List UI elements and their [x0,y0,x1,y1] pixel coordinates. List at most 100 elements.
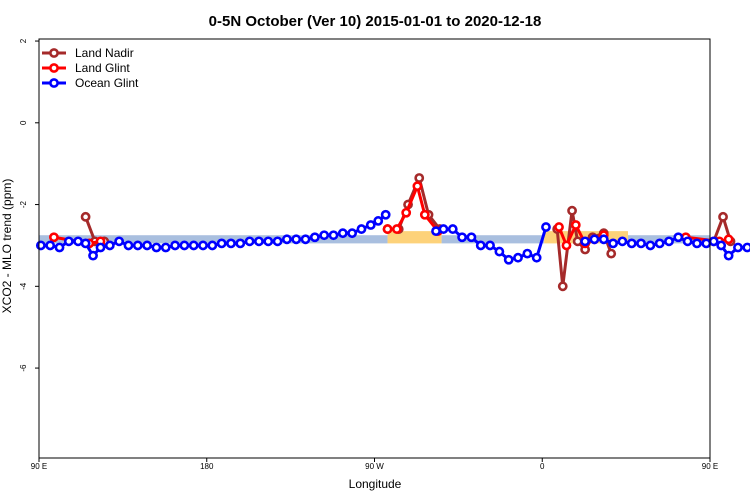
data-point [570,220,581,230]
y-tick-label: -4 [19,282,28,290]
data-point [179,240,190,251]
data-point [541,222,551,232]
data-point [88,250,98,261]
data-point [522,248,533,259]
data-point [654,238,665,249]
series-layer [35,173,750,292]
data-point [447,224,458,234]
data-point [80,238,91,249]
data-point [132,240,143,251]
data-point [554,222,564,232]
data-point [598,234,609,245]
data-point [347,228,358,239]
data-point [401,207,412,218]
data-point [557,281,568,292]
y-tick-label: -6 [19,364,28,372]
data-point [328,230,339,241]
data-point [142,240,153,251]
data-point [606,248,617,259]
data-point [494,246,505,257]
data-point [244,236,255,247]
data-point [457,232,468,243]
chart-title: 0-5N October (Ver 10) 2015-01-01 to 2020… [209,13,542,30]
legend-swatch-point [49,48,59,58]
y-axis-label: XCO2 - MLO trend (ppm) [0,179,14,314]
data-point [309,232,320,243]
data-point [300,234,311,245]
data-point [503,254,514,265]
data-point [49,232,59,243]
data-point [438,224,449,234]
data-point [235,238,246,249]
data-point [617,236,628,247]
x-axis-label: Longitude [349,477,402,491]
data-point [80,211,91,222]
x-axis: 90 E 180 90 W 0 90 E [31,458,718,471]
data-point [561,240,572,251]
data-point [151,242,162,253]
data-point [580,236,591,247]
legend-swatch-point [49,63,59,73]
data-point [608,238,618,249]
data-point [673,232,684,243]
data-point [95,242,106,253]
data-point [531,252,542,263]
legend-label: Ocean Glint [75,76,139,90]
data-point [160,242,171,253]
data-point [226,238,236,249]
data-point [589,234,600,245]
band-0 [39,235,388,244]
data-point [475,240,486,251]
data-point [114,236,125,247]
data-point [645,240,656,251]
data-point [281,234,292,245]
data-point [380,209,391,220]
data-point [572,236,583,247]
x-tick-label: 90 W [365,462,384,471]
data-point [170,240,180,251]
data-point [263,236,274,247]
data-point [45,240,56,251]
y-tick-label: 0 [19,120,28,125]
data-point [365,220,376,230]
data-point [692,238,702,249]
legend-label: Land Glint [75,61,130,75]
data-point [636,238,646,249]
y-tick-label: 2 [19,38,28,43]
data-point [291,234,302,245]
data-point [723,250,734,261]
data-point [682,236,693,247]
data-point [485,240,495,251]
data-point [188,240,199,251]
y-tick-label: -2 [19,200,28,208]
data-point [431,226,441,237]
data-point [207,240,218,251]
data-point [733,242,743,253]
data-point [382,224,393,234]
data-point [123,240,134,251]
data-point [414,173,425,183]
x-tick-label: 90 E [31,462,47,471]
data-point [664,236,674,247]
x-tick-label: 0 [540,462,545,471]
data-point [104,240,115,251]
data-point [513,252,523,263]
y-axis: 2 0 -2 -4 -6 [19,38,39,372]
data-point [198,240,208,251]
data-point [723,234,734,245]
plot-frame [38,38,711,459]
data-point [626,238,637,249]
series-ocean-glint [35,209,750,265]
data-point [742,242,750,253]
data-point [373,216,384,226]
data-point [319,230,330,241]
data-point [63,236,74,247]
data-point [466,232,477,243]
data-point [419,209,430,220]
data-point [216,238,227,249]
data-point [54,242,65,253]
data-point [254,236,264,247]
data-point [718,211,728,222]
